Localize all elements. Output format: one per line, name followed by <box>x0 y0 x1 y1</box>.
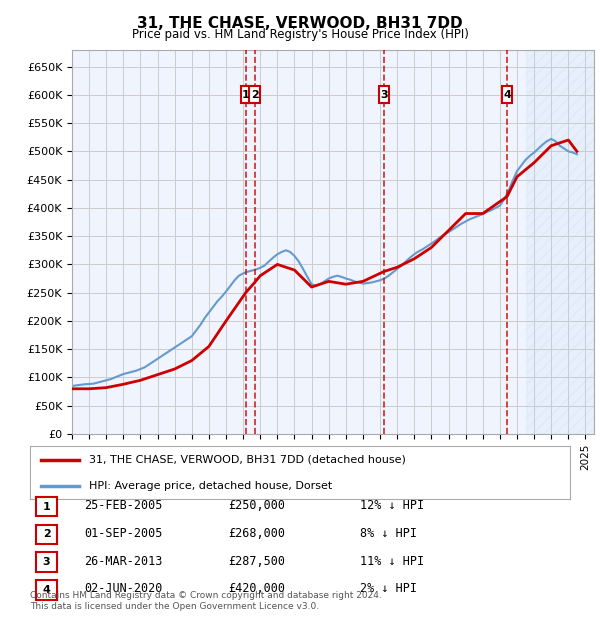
Text: £250,000: £250,000 <box>228 499 285 511</box>
Text: 26-MAR-2013: 26-MAR-2013 <box>84 555 163 567</box>
Text: 31, THE CHASE, VERWOOD, BH31 7DD (detached house): 31, THE CHASE, VERWOOD, BH31 7DD (detach… <box>89 454 406 464</box>
Text: HPI: Average price, detached house, Dorset: HPI: Average price, detached house, Dors… <box>89 481 332 491</box>
Text: 2: 2 <box>251 90 259 100</box>
Text: 3: 3 <box>43 557 50 567</box>
Text: 01-SEP-2005: 01-SEP-2005 <box>84 527 163 539</box>
FancyBboxPatch shape <box>379 86 389 104</box>
FancyBboxPatch shape <box>502 86 512 104</box>
Text: 11% ↓ HPI: 11% ↓ HPI <box>360 555 424 567</box>
Text: 2: 2 <box>43 529 50 539</box>
Text: 02-JUN-2020: 02-JUN-2020 <box>84 583 163 595</box>
FancyBboxPatch shape <box>250 86 260 104</box>
Text: 1: 1 <box>242 90 250 100</box>
Text: 2% ↓ HPI: 2% ↓ HPI <box>360 583 417 595</box>
Text: £287,500: £287,500 <box>228 555 285 567</box>
Text: 4: 4 <box>43 585 50 595</box>
Text: £420,000: £420,000 <box>228 583 285 595</box>
Text: Contains HM Land Registry data © Crown copyright and database right 2024.
This d: Contains HM Land Registry data © Crown c… <box>30 591 382 611</box>
FancyBboxPatch shape <box>241 86 251 104</box>
Text: 31, THE CHASE, VERWOOD, BH31 7DD: 31, THE CHASE, VERWOOD, BH31 7DD <box>137 16 463 30</box>
Text: Price paid vs. HM Land Registry's House Price Index (HPI): Price paid vs. HM Land Registry's House … <box>131 28 469 41</box>
Text: 1: 1 <box>43 502 50 512</box>
Text: 8% ↓ HPI: 8% ↓ HPI <box>360 527 417 539</box>
Text: 25-FEB-2005: 25-FEB-2005 <box>84 499 163 511</box>
Text: 4: 4 <box>503 90 511 100</box>
Text: 3: 3 <box>380 90 388 100</box>
Text: £268,000: £268,000 <box>228 527 285 539</box>
Text: 12% ↓ HPI: 12% ↓ HPI <box>360 499 424 511</box>
